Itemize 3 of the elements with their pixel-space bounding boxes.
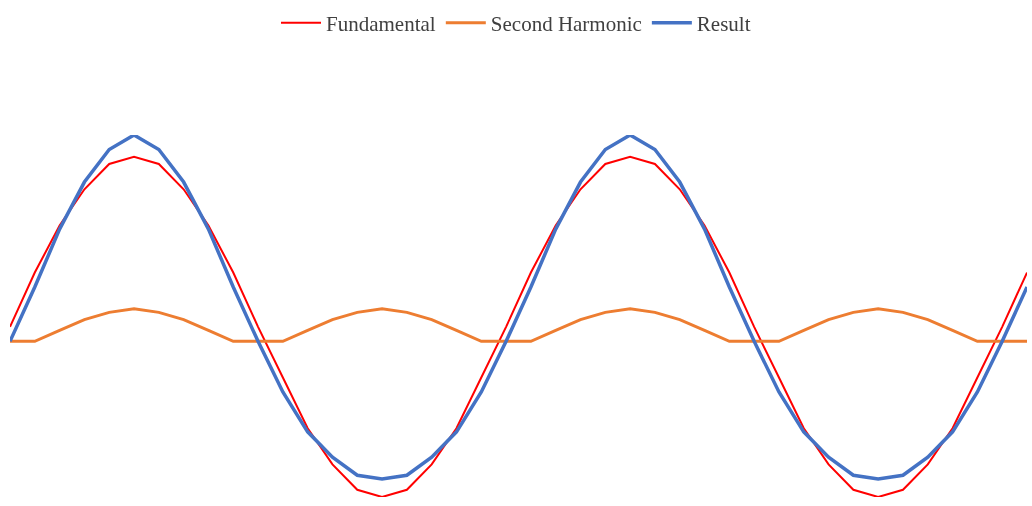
legend-label: Result — [696, 11, 751, 36]
legend-label: Second Harmonic — [490, 11, 642, 36]
legend-label: Fundamental — [326, 11, 436, 36]
